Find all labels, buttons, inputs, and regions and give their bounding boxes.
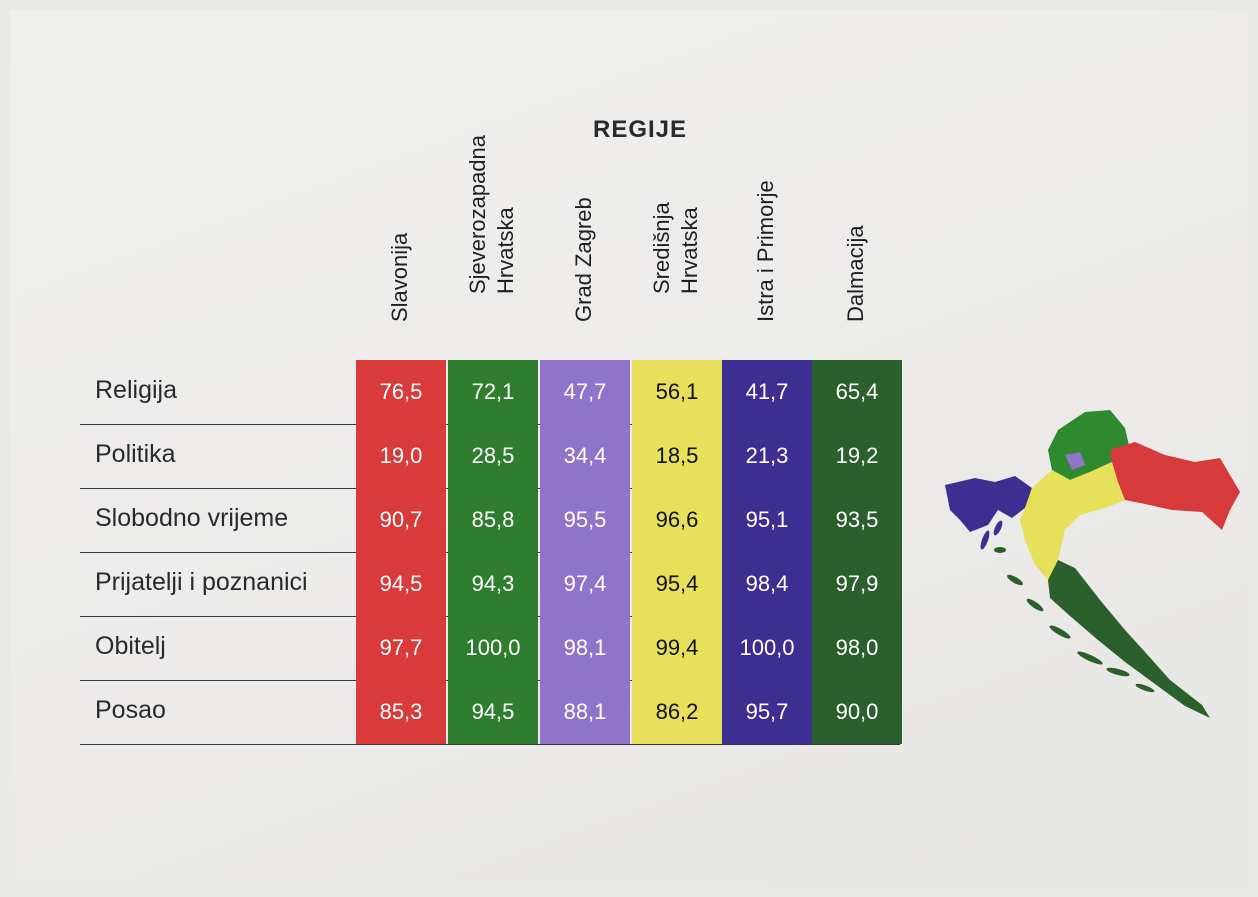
table-cell: 41,7 (722, 360, 812, 424)
map-region-sredisnja-hrvatska (1020, 462, 1125, 580)
table-cell: 95,4 (632, 552, 722, 616)
row-label: Religija (95, 376, 177, 404)
map-region-dalmacija (1048, 560, 1210, 718)
column-header: Središnja Hrvatska (632, 140, 720, 350)
table-cell: 85,3 (356, 680, 446, 744)
table-cell: 99,4 (632, 616, 722, 680)
croatia-map (945, 410, 1240, 718)
table-cell: 98,1 (540, 616, 630, 680)
table-cell: 85,8 (448, 488, 538, 552)
table-cell: 19,2 (812, 424, 902, 488)
row-label: Politika (95, 440, 176, 468)
table-cell: 47,7 (540, 360, 630, 424)
table-cell: 97,4 (540, 552, 630, 616)
column-header-label: Sjeverozapadna Hrvatska (465, 134, 518, 294)
table-cell: 100,0 (722, 616, 812, 680)
table-cell: 86,2 (632, 680, 722, 744)
table-cell: 96,6 (632, 488, 722, 552)
table-cell: 56,1 (632, 360, 722, 424)
table-cell: 19,0 (356, 424, 446, 488)
table-cell: 94,5 (356, 552, 446, 616)
table-cell: 88,1 (540, 680, 630, 744)
table-cell: 18,5 (632, 424, 722, 488)
table-cell: 100,0 (448, 616, 538, 680)
table-cell: 98,4 (722, 552, 812, 616)
table-cell: 72,1 (448, 360, 538, 424)
table-cell: 90,7 (356, 488, 446, 552)
column-header: Istra i Primorje (722, 140, 810, 350)
table-cell: 65,4 (812, 360, 902, 424)
table-cell: 34,4 (540, 424, 630, 488)
table-cell: 97,9 (812, 552, 902, 616)
table-cell: 95,5 (540, 488, 630, 552)
table-cell: 21,3 (722, 424, 812, 488)
map-islands (994, 547, 1155, 693)
map-islands-istra (980, 520, 1003, 550)
column-header: Slavonija (356, 140, 444, 350)
map-region-grad-zagreb (1065, 452, 1085, 470)
map-region-slavonija (1110, 442, 1240, 530)
table-cell: 28,5 (448, 424, 538, 488)
table-cell: 98,0 (812, 616, 902, 680)
row-label: Prijatelji i poznanici (95, 568, 308, 596)
table-cell: 76,5 (356, 360, 446, 424)
table-cell: 95,1 (722, 488, 812, 552)
table-cell: 94,5 (448, 680, 538, 744)
column-header: Dalmacija (812, 140, 900, 350)
column-header: Grad Zagreb (540, 140, 628, 350)
column-header-label: Dalmacija (843, 225, 868, 322)
column-header: Sjeverozapadna Hrvatska (448, 135, 536, 350)
row-label: Slobodno vrijeme (95, 504, 289, 532)
chart-title: REGIJE (592, 116, 688, 143)
column-header-label: Istra i Primorje (753, 180, 778, 322)
table-cell: 94,3 (448, 552, 538, 616)
column-header-label: Slavonija (387, 232, 412, 322)
row-label: Posao (95, 696, 166, 724)
row-label: Obitelj (95, 632, 166, 660)
table-cell: 90,0 (812, 680, 902, 744)
table-cell: 95,7 (722, 680, 812, 744)
table-cell: 97,7 (356, 616, 446, 680)
column-header-label: Grad Zagreb (571, 197, 596, 322)
map-region-istra-i-primorje (945, 476, 1032, 532)
column-header-label: Središnja Hrvatska (649, 202, 702, 294)
row-divider (80, 744, 900, 745)
table-cell: 93,5 (812, 488, 902, 552)
